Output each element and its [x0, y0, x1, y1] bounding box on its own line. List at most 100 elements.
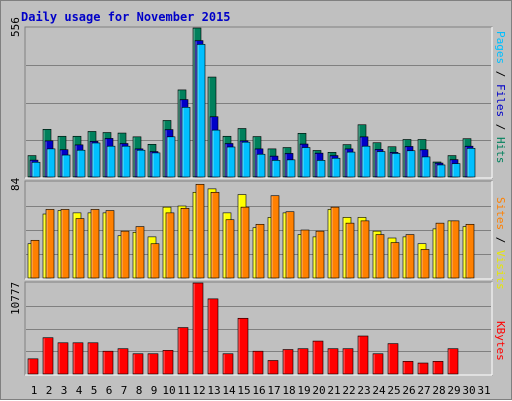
y-max-label-visits: 84 [9, 177, 22, 191]
x-tick-14: 14 [222, 384, 236, 397]
sites-bar-29 [450, 220, 460, 279]
chart-title: Daily usage for November 2015 [21, 10, 231, 24]
x-tick-12: 12 [192, 384, 205, 397]
x-tick-7: 7 [121, 384, 128, 397]
x-tick-19: 19 [297, 384, 310, 397]
legend-usage-part-0: Pages [494, 31, 507, 64]
sites-bar-10 [165, 212, 175, 279]
kbytes-bar-11 [177, 327, 189, 375]
sites-bar-4 [75, 218, 85, 279]
pages-bar-17 [271, 160, 281, 178]
x-tick-30: 30 [462, 384, 475, 397]
kbytes-bar-14 [222, 353, 234, 375]
legend-usage-part-4: Hits [494, 137, 507, 164]
x-tick-24: 24 [372, 384, 386, 397]
sites-bar-26 [405, 234, 415, 279]
pages-bar-18 [286, 159, 296, 178]
x-tick-31: 31 [477, 384, 490, 397]
x-tick-9: 9 [151, 384, 158, 397]
y-max-label-kbytes: 10777 [9, 282, 22, 315]
sites-bar-20 [315, 230, 325, 279]
sites-bar-11 [180, 207, 190, 279]
sites-bar-8 [135, 226, 145, 279]
pages-bar-12 [196, 44, 206, 178]
kbytes-bar-18 [282, 349, 294, 375]
x-tick-8: 8 [136, 384, 143, 397]
pages-bar-27 [421, 156, 431, 178]
kbytes-bar-10 [162, 350, 174, 375]
x-tick-11: 11 [177, 384, 190, 397]
kbytes-bar-28 [432, 361, 444, 375]
kbytes-bar-9 [147, 353, 159, 375]
pages-bar-14 [226, 146, 236, 178]
pages-bar-19 [301, 147, 311, 178]
kbytes-bar-25 [387, 343, 399, 375]
sites-bar-15 [240, 206, 250, 279]
x-tick-10: 10 [162, 384, 175, 397]
sites-bar-1 [30, 239, 40, 279]
kbytes-bar-8 [132, 353, 144, 375]
pages-bar-15 [241, 141, 251, 178]
x-tick-15: 15 [237, 384, 250, 397]
pages-bar-28 [436, 164, 446, 178]
kbytes-bar-17 [267, 360, 279, 375]
kbytes-bar-1 [27, 358, 39, 375]
sites-bar-12 [195, 183, 205, 279]
sites-bar-6 [105, 210, 115, 279]
sites-bar-16 [255, 223, 265, 279]
legend-kbytes-part-0: KBytes [494, 321, 507, 361]
pages-bar-13 [211, 129, 221, 178]
pages-bar-30 [466, 148, 476, 178]
pages-bar-2 [46, 148, 56, 178]
x-tick-26: 26 [402, 384, 415, 397]
kbytes-bar-20 [312, 340, 324, 375]
pages-bar-7 [121, 145, 131, 178]
x-tick-3: 3 [61, 384, 68, 397]
pages-bar-24 [376, 151, 386, 178]
sites-bar-22 [345, 222, 355, 279]
x-tick-13: 13 [207, 384, 220, 397]
pages-bar-4 [76, 149, 86, 178]
kbytes-bar-2 [42, 337, 54, 375]
pages-bar-25 [391, 153, 401, 178]
sites-bar-7 [120, 230, 130, 279]
x-tick-1: 1 [31, 384, 38, 397]
kbytes-bar-23 [357, 335, 369, 375]
x-tick-27: 27 [417, 384, 430, 397]
pages-bar-20 [316, 160, 326, 178]
sites-bar-9 [150, 243, 160, 279]
sites-bar-17 [270, 195, 280, 279]
sites-bar-18 [285, 211, 295, 279]
x-tick-2: 2 [46, 384, 53, 397]
kbytes-bar-29 [447, 348, 459, 375]
pages-bar-29 [451, 163, 461, 178]
legend-usage-part-2: Files [494, 84, 507, 117]
sites-bar-14 [225, 219, 235, 279]
x-tick-28: 28 [432, 384, 445, 397]
pages-bar-11 [181, 107, 191, 178]
sites-bar-21 [330, 206, 340, 279]
x-tick-16: 16 [252, 384, 265, 397]
pages-bar-22 [346, 151, 356, 178]
pages-bar-9 [151, 152, 161, 178]
x-tick-5: 5 [91, 384, 98, 397]
x-tick-29: 29 [447, 384, 460, 397]
kbytes-bar-6 [102, 350, 114, 375]
pages-bar-16 [256, 153, 266, 178]
x-tick-17: 17 [267, 384, 280, 397]
pages-bar-3 [61, 154, 71, 178]
kbytes-bar-13 [207, 298, 219, 375]
kbytes-bar-21 [327, 348, 339, 375]
kbytes-bar-15 [237, 317, 249, 375]
pages-bar-1 [31, 161, 41, 178]
pages-bar-10 [166, 136, 176, 178]
y-max-label-usage: 556 [9, 17, 22, 37]
sites-bar-19 [300, 229, 310, 279]
legend-kbytes: KBytes [494, 321, 507, 361]
kbytes-bar-24 [372, 353, 384, 375]
kbytes-bar-27 [417, 362, 429, 375]
kbytes-bar-7 [117, 348, 129, 375]
pages-bar-21 [331, 157, 341, 178]
